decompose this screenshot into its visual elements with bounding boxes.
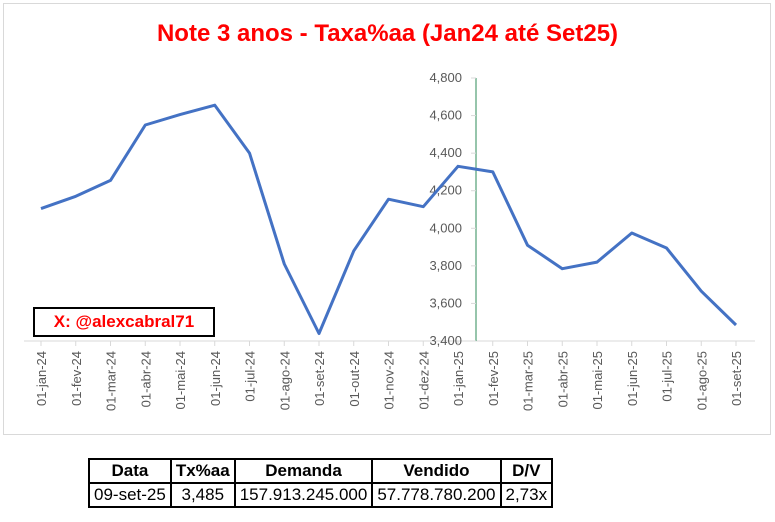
header-vendido: Vendido (371, 458, 502, 484)
x-tick-label: 01-jun-24 (208, 351, 223, 406)
x-tick-label: 01-jan-25 (451, 351, 466, 406)
summary-header-row: Data Tx%aa Demanda Vendido D/V (88, 458, 554, 484)
x-tick-label: 01-jun-25 (625, 351, 640, 406)
x-tick-label: 01-ago-25 (694, 351, 709, 410)
y-tick-label: 4,400 (429, 145, 462, 160)
y-tick-label: 4,200 (429, 183, 462, 198)
y-tick-label: 3,600 (429, 295, 462, 310)
x-tick-label: 01-mai-24 (173, 351, 188, 410)
summary-table: Data Tx%aa Demanda Vendido D/V 09-set-25… (88, 458, 554, 508)
x-tick-label: 01-abr-25 (555, 351, 570, 407)
watermark-label: X: @alexcabral71 (33, 307, 215, 337)
cell-demanda: 157.913.245.000 (233, 482, 374, 508)
y-tick-label: 3,400 (429, 333, 462, 348)
header-taxa: Tx%aa (169, 458, 236, 484)
y-tick-label: 3,800 (429, 258, 462, 273)
y-tick-label: 4,600 (429, 108, 462, 123)
chart-frame (3, 3, 771, 435)
y-tick-label: 4,000 (429, 220, 462, 235)
series-line (40, 103, 738, 335)
x-tick-label: 01-jul-25 (660, 351, 675, 402)
x-tick-label: 01-abr-24 (138, 351, 153, 407)
header-data: Data (88, 458, 172, 484)
cell-taxa: 3,485 (169, 482, 236, 508)
x-tick-label: 01-fev-24 (69, 351, 84, 406)
x-tick-label: 01-jan-24 (34, 351, 49, 406)
chart-title: Note 3 anos - Taxa%aa (Jan24 até Set25) (156, 20, 619, 47)
line-chart: 3,400 3,600 3,800 4,000 4,200 4,400 4,600 4,800… (24, 70, 755, 411)
x-tick-label: 01-mai-25 (590, 351, 605, 410)
x-tick-label: 01-mar-24 (104, 351, 119, 411)
x-tick-label: 01-nov-24 (382, 351, 397, 410)
x-tick-label: 01-set-24 (312, 351, 327, 406)
x-tick-label: 01-set-25 (729, 351, 744, 406)
cell-vendido: 57.778.780.200 (371, 482, 502, 508)
header-dv: D/V (499, 458, 554, 484)
x-tick-label: 01-fev-25 (486, 351, 501, 406)
header-demanda: Demanda (233, 458, 374, 484)
cell-dv: 2,73x (499, 482, 554, 508)
x-tick-label: 01-ago-24 (277, 351, 292, 410)
x-tick-label: 01-jul-24 (243, 351, 258, 402)
x-tick-label: 01-out-24 (347, 351, 362, 407)
x-tick-label: 01-dez-24 (416, 351, 431, 410)
summary-data-row: 09-set-25 3,485 157.913.245.000 57.778.7… (88, 482, 554, 508)
y-tick-label: 4,800 (429, 70, 462, 85)
x-tick-label: 01-mar-25 (521, 351, 536, 411)
cell-data: 09-set-25 (88, 482, 172, 508)
